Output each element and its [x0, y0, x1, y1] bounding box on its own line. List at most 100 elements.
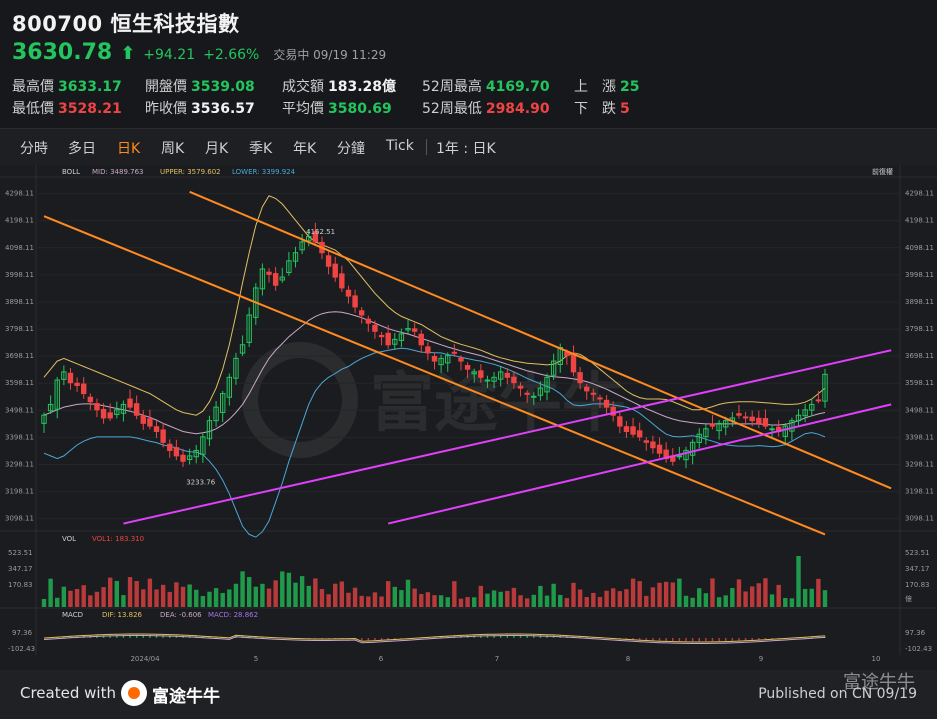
tab-yearly-k[interactable]: 年K [293, 141, 317, 157]
volume-bar [167, 591, 172, 607]
x-axis-label: 9 [759, 655, 763, 663]
candle-body [438, 357, 444, 366]
vol-tick-right: 170.83 [905, 581, 930, 589]
volume-bar [683, 595, 689, 607]
macd-tick-right: 97.36 [905, 629, 926, 637]
candle-body [81, 383, 87, 395]
candle-body [87, 396, 94, 403]
candle-body [133, 403, 140, 416]
candle-body [325, 255, 332, 267]
tab-quarterly-k[interactable]: 季K [249, 141, 273, 157]
volume-bar [697, 588, 702, 607]
annotation-low: 3233.76 [186, 478, 215, 486]
volume-bar [160, 584, 166, 607]
stat-turnover: 成交額 183.28億 [282, 79, 397, 95]
candle-body [160, 429, 166, 443]
price-row: 3630.78 ⬆ +94.21 +2.66% 交易中 09/19 11:29 [12, 40, 386, 65]
annotation-high: 4162.51 [306, 228, 335, 236]
y-tick-label-left: 4298.11 [5, 190, 34, 198]
volume-bar [154, 589, 159, 607]
tab-minute[interactable]: 分鐘 [337, 141, 365, 157]
volume-bar [273, 580, 278, 607]
tab-monthly-k[interactable]: 月K [205, 141, 229, 157]
macd-indicator-name: MACD [62, 611, 83, 619]
volume-bar [412, 588, 417, 607]
x-axis-label: 8 [626, 655, 630, 663]
volume-bar [564, 598, 570, 607]
tab-intraday[interactable]: 分時 [20, 141, 48, 157]
boll-label-upper: UPPER: 3579.602 [160, 168, 221, 176]
candle-body [564, 351, 570, 357]
stat-average: 平均價 3580.69 [282, 101, 392, 117]
x-axis-label: 2024/04 [130, 655, 160, 663]
candle-body [411, 328, 418, 332]
volume-bar [663, 581, 669, 607]
volume-bar [802, 588, 808, 607]
vol-tick-left: 523.51 [8, 549, 33, 557]
tab-weekly-k[interactable]: 周K [161, 141, 185, 157]
volume-bar [326, 594, 331, 607]
candle-body [332, 263, 338, 278]
candle-body [742, 416, 749, 419]
candle-body [603, 399, 610, 408]
volume-bar [127, 577, 133, 607]
candle-body [167, 443, 173, 451]
volume-bar [723, 595, 728, 607]
volume-bar [617, 591, 623, 607]
candle-body [524, 392, 530, 395]
candle-body [497, 371, 504, 380]
chart-area[interactable]: 富途牛牛 BOLL MID: 3489.763 UPPER: 3579.602 LOW… [0, 165, 937, 670]
candle-body [213, 406, 219, 422]
volume-bar [690, 597, 695, 607]
candle-body [623, 426, 630, 432]
kline-chart-svg[interactable]: 富途牛牛 BOLL MID: 3489.763 UPPER: 3579.602 LOW… [0, 165, 937, 670]
volume-bar [591, 592, 596, 607]
candle-body [226, 376, 233, 398]
y-tick-label-left: 3298.11 [5, 461, 34, 469]
volume-bar [630, 578, 636, 607]
volume-bar [710, 578, 715, 607]
tab-tick[interactable]: Tick [386, 138, 414, 154]
candle-body [200, 436, 206, 455]
vol-label: VOL1: 183.310 [92, 535, 144, 543]
volume-bar [392, 586, 397, 607]
candle-body [815, 399, 822, 402]
volume-bar [432, 595, 437, 607]
y-tick-label-left: 3798.11 [5, 325, 34, 333]
volume-bar [478, 585, 484, 607]
volume-bar [584, 597, 589, 607]
volume-bar [816, 578, 821, 607]
candle-body [140, 415, 146, 424]
volume-bar [763, 578, 768, 607]
candle-body [425, 346, 431, 354]
y-tick-label-right: 4298.11 [905, 190, 934, 198]
tab-daily-k[interactable]: 日K [117, 141, 141, 157]
boll-mid-line [43, 311, 826, 435]
candle-body [153, 426, 160, 432]
candle-body [206, 420, 213, 440]
candle-body [114, 409, 120, 415]
y-tick-label-left: 3698.11 [5, 352, 34, 360]
range-selector[interactable]: 1年 : 日K [436, 141, 496, 157]
candle-body [676, 455, 683, 458]
volume-bar [94, 591, 100, 607]
volume-bar [88, 595, 93, 607]
candle-body [339, 273, 345, 289]
volume-bar [472, 597, 477, 607]
volume-bar [379, 596, 384, 607]
candle-body [802, 409, 808, 417]
volume-bar [769, 594, 775, 607]
volume-bar [650, 587, 656, 607]
candle-body [173, 447, 180, 457]
volume-bar [677, 578, 682, 607]
tab-multi-day[interactable]: 多日 [68, 141, 96, 157]
volume-bar [180, 586, 186, 607]
candle-body [147, 418, 153, 427]
volume-bar [174, 582, 179, 607]
candle-body [259, 268, 266, 290]
brand-watermark: 富途牛牛 [843, 672, 915, 693]
stat-prev-close: 昨收價 3536.57 [145, 101, 255, 117]
macd-label-dif: DIF: 13.826 [102, 611, 143, 619]
candle-body [418, 333, 424, 346]
